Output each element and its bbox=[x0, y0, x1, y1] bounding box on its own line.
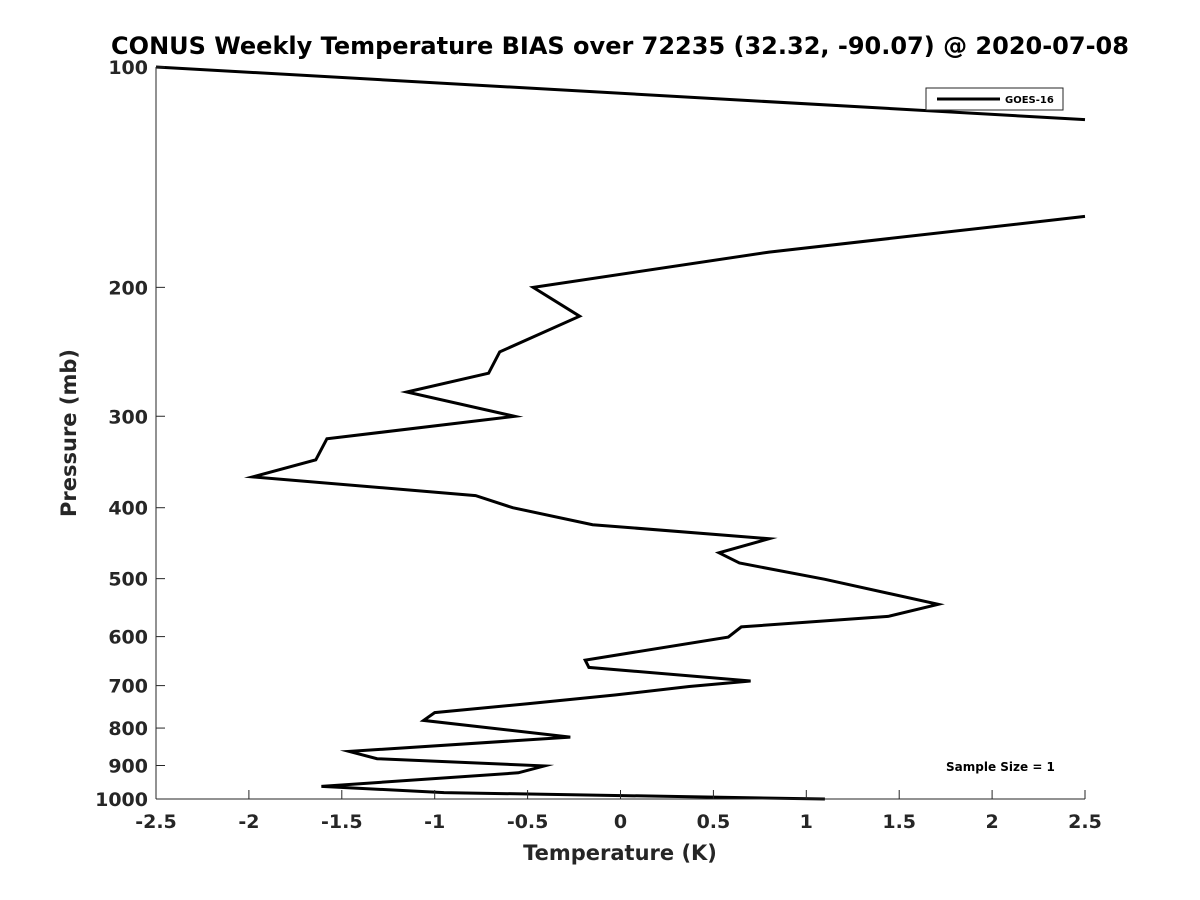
y-tick-label: 500 bbox=[108, 569, 148, 591]
x-tick-label: -2 bbox=[238, 811, 259, 833]
y-tick-label: 400 bbox=[108, 498, 148, 520]
y-tick-label: 1000 bbox=[95, 789, 148, 811]
x-tick-label: 2.5 bbox=[1068, 811, 1102, 833]
legend: GOES-16 bbox=[925, 87, 1064, 111]
legend-entry: GOES-16 bbox=[1005, 95, 1054, 106]
x-tick-label: 1 bbox=[800, 811, 813, 833]
y-tick-label: 900 bbox=[108, 756, 148, 778]
y-tick-label: 700 bbox=[108, 676, 148, 698]
x-tick-label: -1.5 bbox=[321, 811, 363, 833]
y-tick-label: 300 bbox=[108, 406, 148, 428]
x-tick-label: 2 bbox=[985, 811, 998, 833]
x-tick-label: -0.5 bbox=[507, 811, 549, 833]
x-tick-label: -2.5 bbox=[135, 811, 177, 833]
y-tick-label: 100 bbox=[108, 57, 148, 79]
x-tick-label: 1.5 bbox=[882, 811, 916, 833]
chart-title: CONUS Weekly Temperature BIAS over 72235… bbox=[111, 32, 1129, 60]
x-tick-label: -1 bbox=[424, 811, 445, 833]
series-line-goes-16 bbox=[243, 214, 1086, 801]
y-tick-label: 200 bbox=[108, 277, 148, 299]
x-tick-label: 0.5 bbox=[697, 811, 731, 833]
sample-size-annotation: Sample Size = 1 bbox=[946, 760, 1055, 774]
x-axis-label: Temperature (K) bbox=[523, 841, 717, 865]
y-tick-label: 600 bbox=[108, 627, 148, 649]
axes-layer: -2.5 -2 -1.5 -1 -0.5 0 0.5 1 1.5 2 2.5 100 200 300 400… bbox=[95, 57, 1102, 833]
y-axis-label: Pressure (mb) bbox=[57, 349, 81, 517]
x-tick-label: 0 bbox=[614, 811, 627, 833]
series-line-goes-16 bbox=[155, 65, 1086, 122]
y-tick-label: 800 bbox=[108, 718, 148, 740]
series-layer bbox=[155, 65, 1086, 801]
